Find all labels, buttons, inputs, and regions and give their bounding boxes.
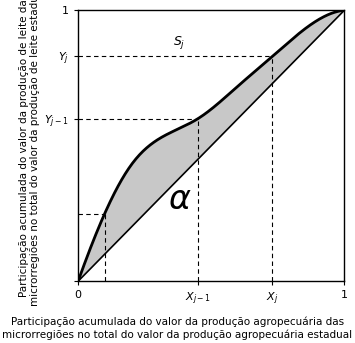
Y-axis label: Participação acumulada do valor da produção de leite das
microrregiões no total : Participação acumulada do valor da produ… bbox=[18, 0, 40, 306]
Text: Participação acumulada do valor da produção agropecuária das
microrregiões no to: Participação acumulada do valor da produ… bbox=[2, 317, 353, 340]
Polygon shape bbox=[78, 10, 344, 281]
Text: $\alpha$: $\alpha$ bbox=[168, 184, 191, 216]
Text: $S_j$: $S_j$ bbox=[173, 34, 185, 51]
